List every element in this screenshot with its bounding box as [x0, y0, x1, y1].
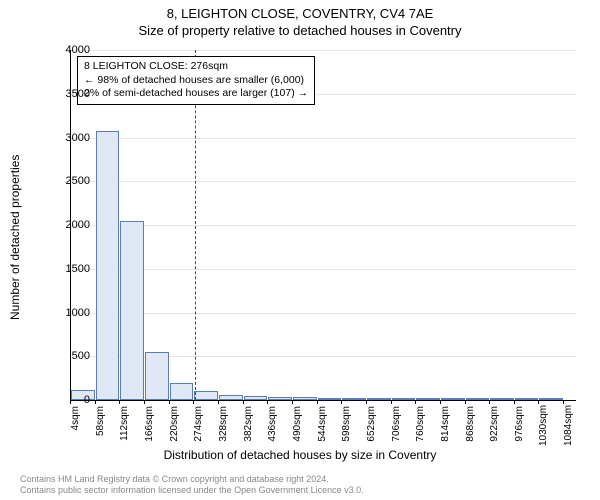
x-tick-label: 382sqm — [243, 406, 254, 446]
histogram-bar — [244, 396, 268, 400]
x-tick — [341, 400, 342, 404]
histogram-bar — [441, 398, 465, 400]
y-tick-label: 2000 — [50, 219, 90, 231]
x-tick — [489, 400, 490, 404]
x-tick-label: 544sqm — [317, 406, 328, 446]
histogram-bar — [367, 398, 391, 400]
page-title: 8, LEIGHTON CLOSE, COVENTRY, CV4 7AE — [0, 0, 600, 21]
histogram-bar — [268, 397, 292, 401]
y-tick-label: 1000 — [50, 307, 90, 319]
x-tick — [292, 400, 293, 404]
x-tick — [538, 400, 539, 404]
page-subtitle: Size of property relative to detached ho… — [0, 21, 600, 38]
x-tick-label: 1030sqm — [538, 406, 549, 446]
x-tick — [95, 400, 96, 404]
info-box-line: ← 98% of detached houses are smaller (6,… — [84, 74, 308, 88]
x-tick-label: 652sqm — [366, 406, 377, 446]
x-tick — [415, 400, 416, 404]
x-tick-label: 328sqm — [218, 406, 229, 446]
x-tick — [440, 400, 441, 404]
histogram-bar — [120, 221, 144, 400]
x-tick — [144, 400, 145, 404]
x-tick — [514, 400, 515, 404]
histogram-bar — [318, 398, 342, 400]
x-tick-label: 490sqm — [292, 406, 303, 446]
x-tick-label: 436sqm — [267, 406, 278, 446]
x-tick — [243, 400, 244, 404]
x-tick — [169, 400, 170, 404]
gridline — [71, 313, 576, 314]
x-tick — [218, 400, 219, 404]
gridline — [71, 269, 576, 270]
x-tick-label: 220sqm — [169, 406, 180, 446]
x-tick — [465, 400, 466, 404]
histogram-bar — [416, 398, 440, 400]
credits-line-1: Contains HM Land Registry data © Crown c… — [20, 474, 364, 485]
x-tick — [391, 400, 392, 404]
x-axis-label: Distribution of detached houses by size … — [0, 448, 600, 462]
x-tick — [267, 400, 268, 404]
x-tick-label: 814sqm — [440, 406, 451, 446]
histogram-bar — [515, 398, 539, 400]
info-box-line: 2% of semi-detached houses are larger (1… — [84, 87, 308, 101]
x-tick-label: 706sqm — [391, 406, 402, 446]
x-tick-label: 598sqm — [341, 406, 352, 446]
x-tick — [366, 400, 367, 404]
histogram-bar — [96, 131, 120, 401]
credits: Contains HM Land Registry data © Crown c… — [20, 474, 364, 496]
info-box-line: 8 LEIGHTON CLOSE: 276sqm — [84, 60, 308, 74]
y-tick-label: 500 — [50, 350, 90, 362]
x-tick — [119, 400, 120, 404]
y-tick-label: 4000 — [50, 44, 90, 56]
y-axis-label: Number of detached properties — [8, 155, 22, 320]
x-tick-label: 166sqm — [144, 406, 155, 446]
x-tick — [70, 400, 71, 404]
y-tick-label: 3500 — [50, 88, 90, 100]
x-tick-label: 58sqm — [95, 406, 106, 446]
x-tick — [193, 400, 194, 404]
histogram-bar — [194, 391, 218, 400]
x-tick-label: 922sqm — [489, 406, 500, 446]
y-tick-label: 1500 — [50, 263, 90, 275]
x-tick-label: 1084sqm — [563, 406, 574, 446]
histogram-plot: 8 LEIGHTON CLOSE: 276sqm← 98% of detache… — [70, 50, 576, 401]
info-box: 8 LEIGHTON CLOSE: 276sqm← 98% of detache… — [77, 56, 315, 105]
credits-line-2: Contains public sector information licen… — [20, 485, 364, 496]
gridline — [71, 225, 576, 226]
x-tick-label: 976sqm — [514, 406, 525, 446]
x-tick-label: 868sqm — [465, 406, 476, 446]
x-tick-label: 4sqm — [70, 406, 81, 446]
histogram-bar — [170, 383, 194, 401]
y-tick-label: 3000 — [50, 132, 90, 144]
histogram-bar — [293, 397, 317, 400]
gridline — [71, 181, 576, 182]
x-tick-label: 112sqm — [119, 406, 130, 446]
histogram-bar — [490, 398, 514, 400]
histogram-bar — [392, 398, 416, 400]
histogram-bar — [145, 352, 169, 400]
histogram-bar — [466, 398, 490, 400]
gridline — [71, 50, 576, 51]
histogram-bar — [539, 398, 563, 400]
gridline — [71, 138, 576, 139]
y-tick-label: 2500 — [50, 175, 90, 187]
x-tick-label: 274sqm — [193, 406, 204, 446]
x-tick-label: 760sqm — [415, 406, 426, 446]
histogram-bar — [342, 398, 366, 400]
x-tick — [563, 400, 564, 404]
x-tick — [317, 400, 318, 404]
histogram-bar — [219, 395, 243, 400]
